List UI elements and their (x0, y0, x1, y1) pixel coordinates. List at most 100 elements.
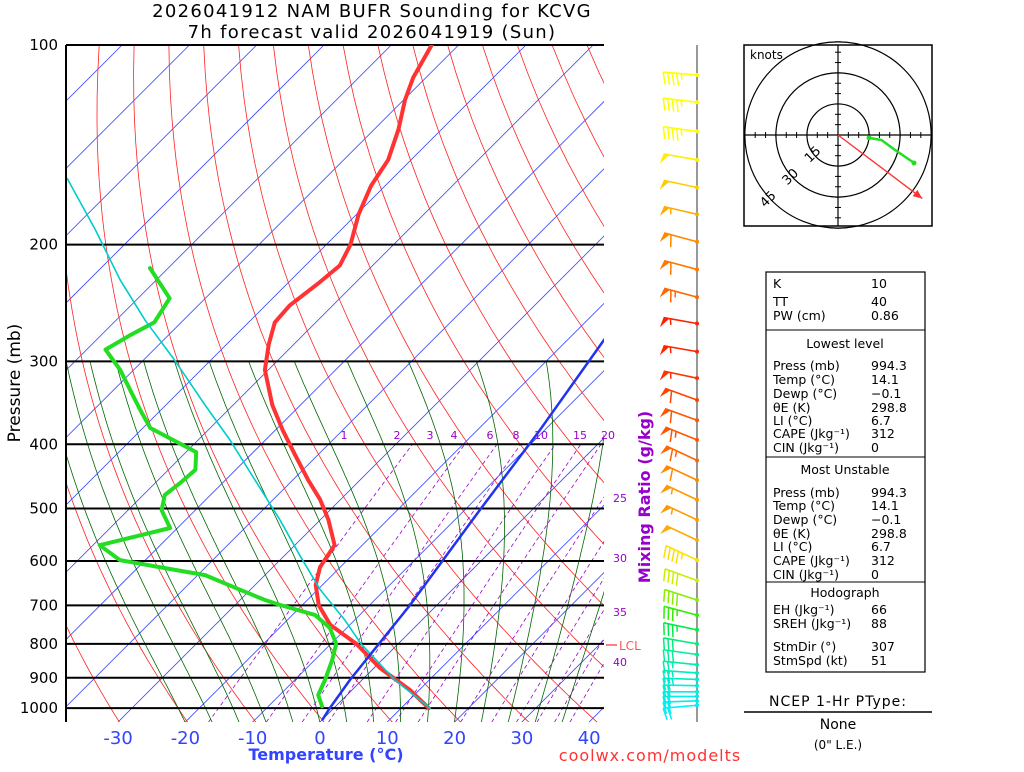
barb-base (695, 129, 699, 133)
isotherm-line (0, 45, 593, 722)
index-value: 51 (871, 653, 887, 668)
temperature-tick-label: -20 (171, 728, 200, 749)
index-label: K (773, 276, 782, 291)
hodograph-units: knots (750, 48, 783, 62)
wind-barb (663, 98, 699, 112)
barb-flag (668, 639, 669, 651)
index-value: 994.3 (871, 358, 907, 373)
barb-base (695, 652, 699, 656)
section-heading: Most Unstable (800, 462, 889, 477)
mixing-ratio-label: 1 (341, 429, 348, 442)
barb-base (695, 558, 699, 562)
barb-base (695, 684, 699, 688)
barb-base (695, 694, 699, 698)
index-value: 307 (871, 639, 895, 654)
wind-barb (663, 127, 699, 141)
hodograph-point (867, 135, 872, 140)
isotherm-line (0, 45, 391, 722)
barb-half-flag (675, 431, 676, 437)
barb-base (695, 671, 699, 675)
index-label: CAPE (Jkg⁻¹) (773, 426, 850, 441)
barb-pennant (660, 180, 670, 189)
barb-base (695, 699, 699, 703)
barb-staff (666, 485, 697, 499)
barb-half-flag (681, 100, 682, 106)
pressure-tick-label: 300 (29, 352, 58, 370)
temperature-tick-label: 20 (443, 728, 466, 749)
profiles (67, 45, 604, 719)
isotherm-line (0, 45, 459, 722)
barb-base (695, 376, 699, 380)
mixing-ratio-label: 2 (394, 429, 401, 442)
barb-base (695, 690, 699, 694)
barb-flag (663, 72, 665, 84)
moist-adiabat-line (116, 361, 266, 722)
ptype-panel: NCEP 1-Hr PType: None (0" L.E.) (744, 694, 932, 752)
barb-base (695, 677, 699, 681)
barb-flag (672, 640, 673, 652)
dry-adiabat-line (273, 45, 665, 722)
barb-flag (664, 546, 666, 558)
barb-base (695, 538, 699, 542)
barb-flag (672, 572, 673, 584)
barb-base (695, 628, 699, 632)
barb-half-flag (681, 553, 682, 559)
barb-flag (677, 73, 679, 85)
x-axis-label: Temperature (°C) (248, 745, 403, 764)
barb-half-flag (681, 129, 682, 135)
index-value: −0.1 (871, 386, 901, 401)
mixing-ratio-line (266, 444, 464, 722)
barb-half-flag (672, 679, 673, 685)
barb-base (695, 642, 699, 646)
isotherm-line (0, 45, 324, 722)
index-label: PW (cm) (773, 308, 826, 323)
wind-barb (664, 569, 699, 586)
barb-staff (665, 409, 697, 421)
isotherm-line (0, 45, 661, 722)
index-value: 88 (871, 616, 887, 631)
barb-half-flag (671, 488, 672, 494)
wind-barb (660, 288, 699, 302)
barb-flag (668, 591, 669, 603)
isotherm-line (454, 45, 1024, 722)
section-heading: Hodograph (810, 585, 879, 600)
barb-pennant (660, 207, 670, 216)
site-credit[interactable]: coolwx.com/modelts (559, 746, 741, 765)
index-label: Temp (°C) (772, 498, 835, 513)
barb-flag (677, 594, 678, 606)
index-label: CIN (Jkg⁻¹) (773, 440, 839, 455)
isotherm-line (51, 45, 728, 722)
wind-barb (660, 180, 699, 189)
index-value: 10 (871, 276, 887, 291)
barb-flag (672, 592, 673, 604)
barb-flag (676, 574, 677, 586)
index-label: StmSpd (kt) (773, 653, 848, 668)
ptype-accum: (0" L.E.) (814, 738, 862, 752)
barb-flag (668, 127, 669, 139)
wind-barb (660, 485, 699, 501)
barb-pennant (660, 233, 670, 242)
barb-flag (670, 449, 672, 461)
barb-base (695, 579, 699, 583)
mixing-ratio-label: 4 (451, 429, 458, 442)
wind-barb (660, 318, 699, 328)
wind-barb (660, 526, 699, 542)
barb-half-flag (672, 662, 673, 668)
dry-adiabat-line (970, 45, 1024, 722)
wind-barb (660, 261, 699, 275)
barb-half-flag (681, 74, 682, 80)
mixing-ratio-label: 6 (487, 429, 494, 442)
index-label: CIN (Jkg⁻¹) (773, 567, 839, 582)
barb-base (695, 518, 699, 522)
chart-title-line2: 7h forecast valid 2026041919 (Sun) (188, 22, 557, 43)
barb-flag (668, 99, 670, 111)
barb-pennant (660, 154, 670, 164)
index-label: CAPE (Jkg⁻¹) (773, 553, 850, 568)
barb-half-flag (672, 671, 673, 677)
barb-staff (665, 388, 697, 400)
pressure-tick-label: 800 (29, 635, 58, 653)
index-value: 66 (871, 602, 887, 617)
